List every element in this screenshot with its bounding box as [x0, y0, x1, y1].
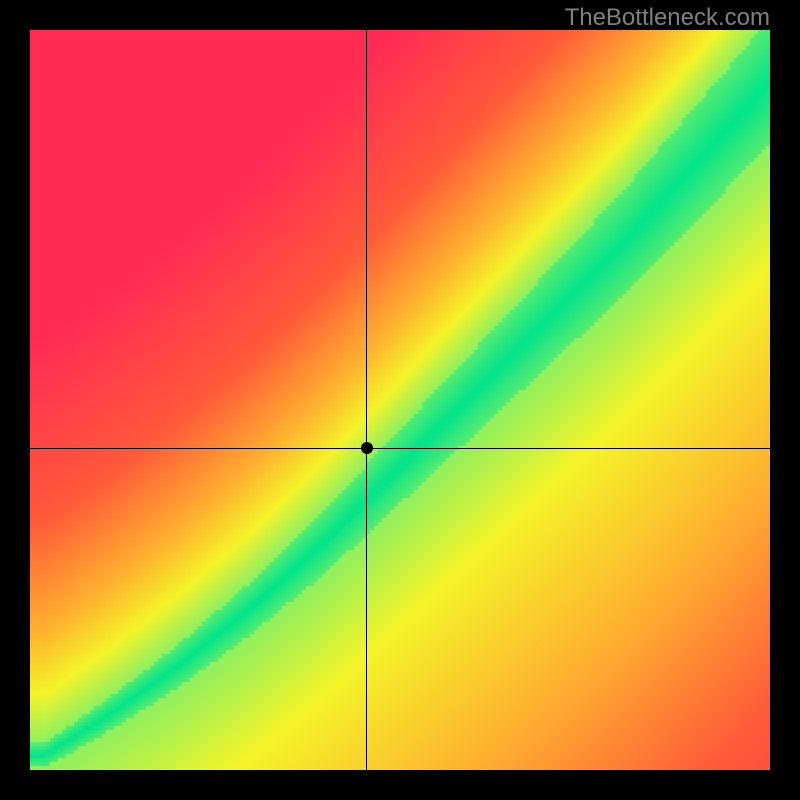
- data-point-marker: [361, 442, 373, 454]
- bottleneck-heatmap: [30, 30, 770, 770]
- chart-container: TheBottleneck.com: [0, 0, 800, 800]
- crosshair-horizontal: [30, 448, 770, 449]
- watermark-text: TheBottleneck.com: [565, 4, 770, 32]
- crosshair-vertical: [366, 30, 367, 770]
